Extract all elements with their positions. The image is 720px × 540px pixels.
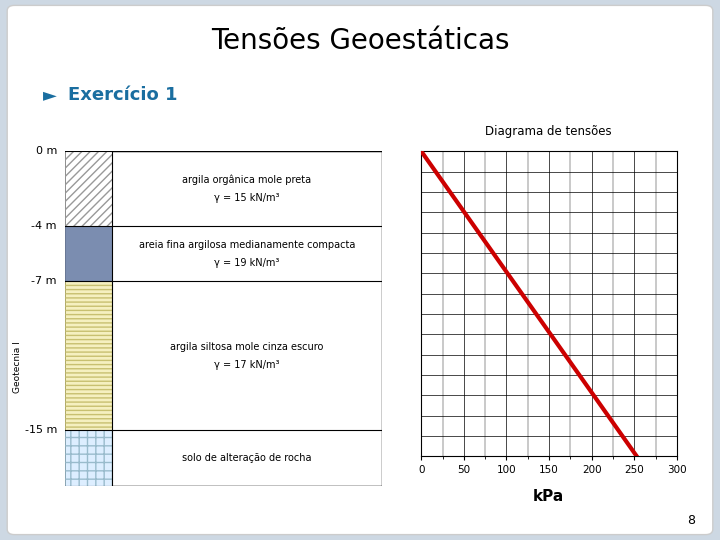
Bar [65,281,112,430]
Text: argila orgânica mole preta: argila orgânica mole preta [182,175,312,185]
Text: kPa: kPa [533,489,564,504]
Text: argila siltosa mole cinza escuro: argila siltosa mole cinza escuro [170,342,324,353]
Text: areia fina argilosa medianamente compacta: areia fina argilosa medianamente compact… [139,240,355,250]
Text: -4 m: -4 m [32,221,57,231]
Bar [65,430,112,486]
Text: -7 m: -7 m [32,276,57,286]
Text: ►: ► [43,86,57,104]
Text: 0 m: 0 m [35,146,57,156]
Text: γ = 15 kN/m³: γ = 15 kN/m³ [215,193,279,202]
Bar [65,151,112,226]
Text: Tensões Geoestáticas: Tensões Geoestáticas [211,27,509,55]
Text: Geotecnia I: Geotecnia I [14,341,22,393]
Text: 8: 8 [687,514,695,526]
Text: Diagrama de tensões: Diagrama de tensões [485,125,612,138]
Text: Exercício 1: Exercício 1 [68,86,178,104]
Text: solo de alteração de rocha: solo de alteração de rocha [182,453,312,463]
Text: γ = 17 kN/m³: γ = 17 kN/m³ [215,360,279,370]
Text: γ = 19 kN/m³: γ = 19 kN/m³ [215,258,279,268]
Bar [65,226,112,281]
Text: -15 m: -15 m [24,425,57,435]
